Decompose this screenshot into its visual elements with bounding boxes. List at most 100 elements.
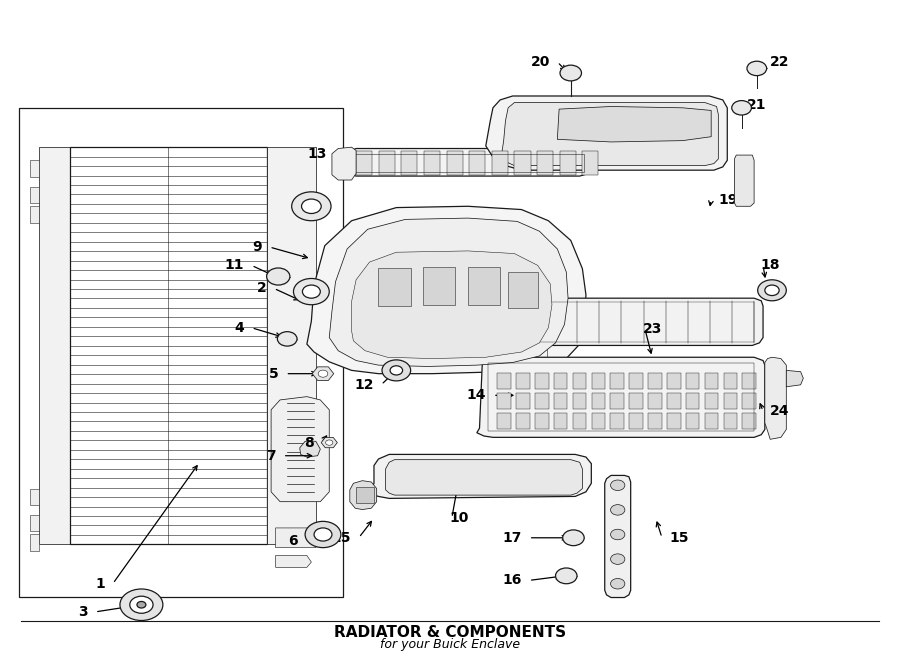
Bar	[667, 373, 680, 389]
Bar	[572, 373, 586, 389]
Polygon shape	[560, 151, 576, 175]
Bar	[498, 393, 511, 409]
Polygon shape	[332, 147, 356, 180]
Circle shape	[765, 285, 779, 295]
Bar	[705, 413, 718, 430]
Bar	[724, 393, 737, 409]
Circle shape	[747, 61, 767, 75]
Polygon shape	[500, 298, 763, 346]
Circle shape	[130, 596, 153, 613]
Polygon shape	[30, 515, 39, 531]
Text: 6: 6	[288, 534, 298, 548]
Polygon shape	[296, 284, 318, 301]
Polygon shape	[424, 151, 440, 175]
Polygon shape	[271, 397, 329, 502]
Bar	[498, 373, 511, 389]
Text: 25: 25	[332, 531, 352, 545]
Bar	[536, 373, 549, 389]
Text: 14: 14	[466, 389, 486, 402]
Polygon shape	[30, 489, 39, 505]
Circle shape	[266, 268, 290, 285]
Text: 2: 2	[256, 281, 266, 295]
Circle shape	[292, 192, 331, 220]
Polygon shape	[275, 555, 311, 567]
Polygon shape	[352, 251, 552, 359]
Bar	[686, 393, 699, 409]
Bar	[742, 393, 756, 409]
Polygon shape	[19, 108, 343, 597]
Circle shape	[314, 528, 332, 541]
Polygon shape	[734, 155, 754, 207]
Text: 18: 18	[760, 258, 780, 272]
Text: for your Buick Enclave: for your Buick Enclave	[380, 638, 520, 651]
Circle shape	[382, 360, 410, 381]
Polygon shape	[321, 438, 338, 448]
Bar	[591, 413, 605, 430]
Bar	[498, 413, 511, 430]
Polygon shape	[266, 147, 316, 544]
Text: 4: 4	[235, 320, 244, 335]
Polygon shape	[787, 370, 804, 387]
Polygon shape	[497, 259, 513, 299]
Bar	[742, 373, 756, 389]
Bar	[572, 393, 586, 409]
Text: 15: 15	[669, 531, 689, 545]
Circle shape	[319, 370, 328, 377]
Circle shape	[562, 530, 584, 545]
Text: 12: 12	[355, 378, 374, 392]
Polygon shape	[446, 151, 463, 175]
Text: 22: 22	[770, 55, 789, 69]
Bar	[629, 393, 643, 409]
Circle shape	[610, 480, 625, 491]
Circle shape	[302, 285, 320, 298]
Bar	[686, 373, 699, 389]
Polygon shape	[39, 147, 70, 544]
Polygon shape	[469, 151, 485, 175]
Text: 1: 1	[96, 577, 105, 591]
Polygon shape	[30, 207, 39, 222]
Bar	[572, 413, 586, 430]
Text: 10: 10	[449, 511, 469, 525]
Circle shape	[305, 522, 341, 547]
Bar	[517, 373, 530, 389]
Circle shape	[326, 440, 333, 446]
Circle shape	[758, 280, 787, 301]
Circle shape	[610, 579, 625, 589]
Bar	[742, 413, 756, 430]
Polygon shape	[605, 475, 631, 598]
Text: RADIATOR & COMPONENTS: RADIATOR & COMPONENTS	[334, 626, 566, 640]
Bar	[591, 373, 605, 389]
Bar	[610, 393, 624, 409]
Polygon shape	[557, 107, 711, 142]
Polygon shape	[30, 160, 39, 177]
Polygon shape	[329, 218, 568, 367]
Polygon shape	[385, 459, 582, 495]
Circle shape	[293, 279, 329, 305]
Bar	[667, 393, 680, 409]
Polygon shape	[502, 103, 718, 166]
Circle shape	[610, 504, 625, 515]
Bar	[517, 393, 530, 409]
Bar	[536, 413, 549, 430]
Polygon shape	[537, 151, 554, 175]
Polygon shape	[307, 207, 586, 373]
Text: 23: 23	[643, 322, 662, 336]
Text: 24: 24	[770, 404, 789, 418]
Bar	[517, 413, 530, 430]
Polygon shape	[30, 534, 39, 551]
Polygon shape	[312, 367, 334, 381]
Polygon shape	[30, 187, 39, 203]
Bar	[591, 393, 605, 409]
Bar	[648, 413, 662, 430]
Bar	[648, 393, 662, 409]
Bar	[724, 373, 737, 389]
Polygon shape	[275, 528, 320, 547]
Circle shape	[390, 366, 402, 375]
Text: 5: 5	[268, 367, 278, 381]
Bar	[629, 373, 643, 389]
Bar	[356, 487, 374, 503]
Bar	[686, 413, 699, 430]
Text: 11: 11	[225, 258, 244, 272]
Bar	[724, 413, 737, 430]
Polygon shape	[370, 454, 591, 498]
